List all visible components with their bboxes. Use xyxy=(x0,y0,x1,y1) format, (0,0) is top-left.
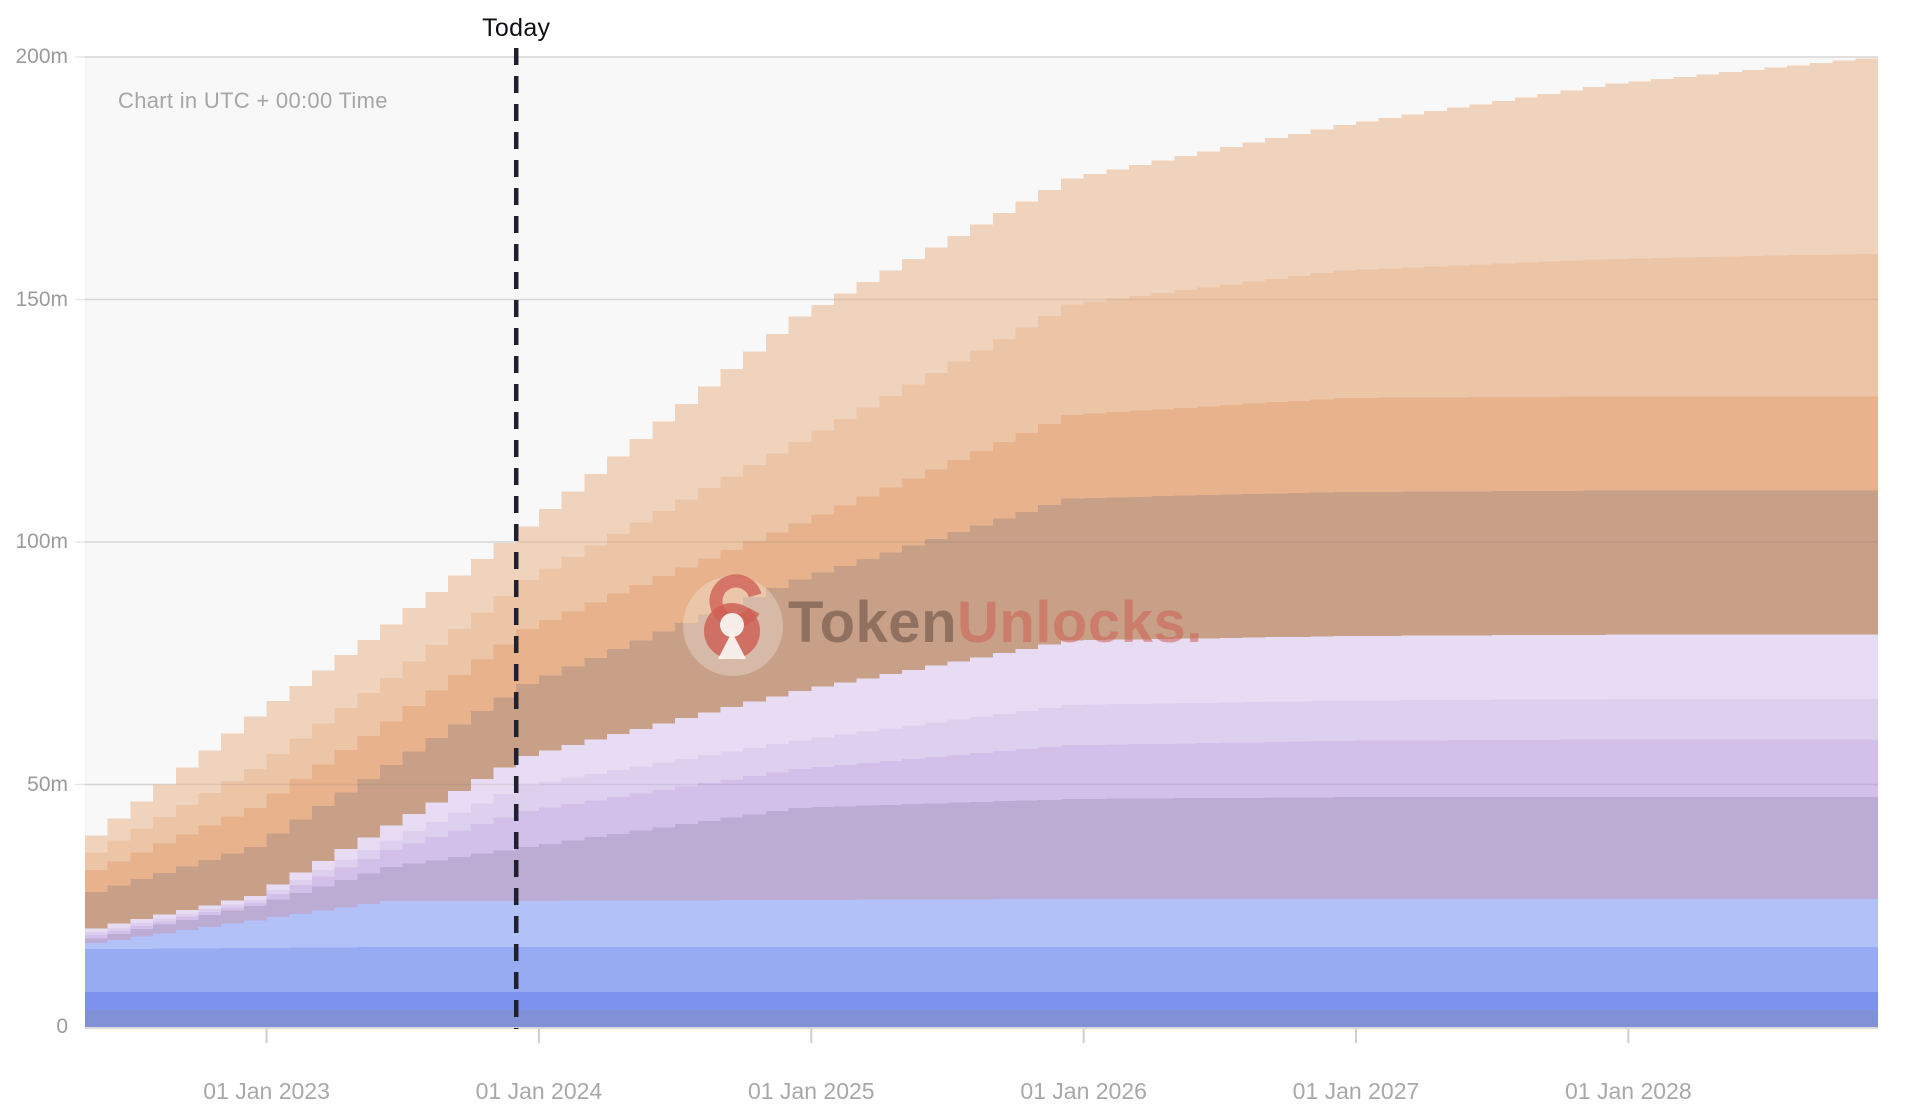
series-band-tan-brown[interactable] xyxy=(85,490,1878,929)
y-axis-label-200m: 200m xyxy=(15,45,68,68)
series-band-cornflower-blue[interactable] xyxy=(85,946,1878,993)
series-band-lavender[interactable] xyxy=(85,699,1878,936)
x-axis-label-01-Jan-2026: 01 Jan 2026 xyxy=(1020,1078,1147,1104)
y-axis-label-50m: 50m xyxy=(27,772,68,796)
x-axis-label-01-Jan-2028: 01 Jan 2028 xyxy=(1565,1078,1692,1104)
y-axis-label-0: 0 xyxy=(56,1015,68,1038)
y-axis-label-150m: 150m xyxy=(15,287,68,311)
series-band-light-purple[interactable] xyxy=(85,739,1878,939)
series-band-salmon-orange[interactable] xyxy=(85,396,1878,893)
x-axis-label-01-Jan-2023: 01 Jan 2023 xyxy=(203,1078,330,1104)
y-axis-label-100m: 100m xyxy=(15,530,68,553)
series-band-slate-blue[interactable] xyxy=(85,1010,1878,1027)
series-band-royal-blue[interactable] xyxy=(85,992,1878,1011)
series-band-pale-lavender[interactable] xyxy=(85,634,1878,933)
series-band-light-blue[interactable] xyxy=(85,898,1878,950)
series-band-mauve-purple[interactable] xyxy=(85,797,1878,944)
x-axis-label-01-Jan-2027: 01 Jan 2027 xyxy=(1292,1078,1420,1104)
series-band-light-peach[interactable] xyxy=(85,58,1878,853)
x-axis-label-01-Jan-2025: 01 Jan 2025 xyxy=(747,1078,875,1104)
series-band-peach[interactable] xyxy=(85,253,1878,871)
timezone-note: Chart in UTC + 00:00 Time xyxy=(118,88,388,113)
x-axis-label-01-Jan-2024: 01 Jan 2024 xyxy=(475,1078,603,1104)
today-label: Today xyxy=(482,14,551,42)
